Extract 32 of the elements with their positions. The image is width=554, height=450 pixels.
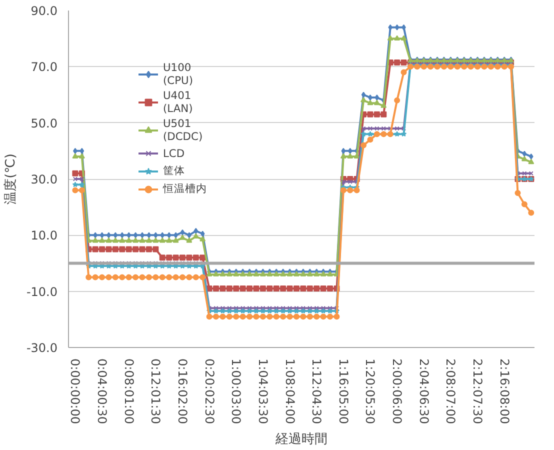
legend-label: U501 (DCDC): [163, 117, 203, 143]
y-tick-label: 90.0: [30, 4, 58, 18]
legend-label: U401 (LAN): [163, 89, 193, 115]
legend-label: 恒温槽内: [163, 181, 207, 197]
x-tick-label: 0:04:00:30: [95, 358, 110, 424]
x-tick-label: 2:12:07:30: [470, 358, 485, 424]
x-axis-title: 経過時間: [274, 432, 328, 448]
y-axis-title: 温度(℃): [2, 154, 18, 204]
y-tick-label: 10.0: [30, 228, 58, 243]
legend-label: LCD: [163, 146, 185, 161]
x-tick-label: 0:08:01:00: [122, 358, 136, 424]
y-tick-label: 70.0: [30, 60, 58, 74]
x-tick-label: 1:08:04:00: [282, 358, 297, 424]
x-tick-label: 0:00:00:00: [68, 358, 82, 424]
y-tick-label: 50.0: [30, 116, 58, 130]
x-tick-label: 1:04:03:30: [256, 358, 270, 424]
x-tick-label: 2:04:06:30: [416, 358, 431, 424]
x-tick-label: 2:00:06:00: [390, 358, 404, 424]
x-tick-label: 0:20:02:30: [202, 358, 216, 424]
x-tick-label: 2:16:08:00: [497, 358, 512, 424]
x-tick-label: 1:12:04:30: [310, 358, 324, 424]
x-tick-label: 0:16:02:00: [175, 358, 190, 424]
legend-label: U100 (CPU): [163, 61, 193, 87]
legend-label: 筐体: [163, 163, 185, 179]
x-tick-label: 1:00:03:00: [229, 358, 244, 424]
y-tick-label: -30.0: [26, 341, 58, 355]
x-tick-label: 1:16:05:00: [336, 358, 350, 424]
x-tick-label: 1:20:05:30: [363, 358, 378, 424]
x-tick-label: 2:08:07:00: [444, 358, 458, 424]
y-tick-label: -10.0: [26, 284, 58, 299]
x-tick-label: 0:12:01:30: [148, 358, 163, 424]
y-tick-label: 30.0: [30, 172, 58, 186]
